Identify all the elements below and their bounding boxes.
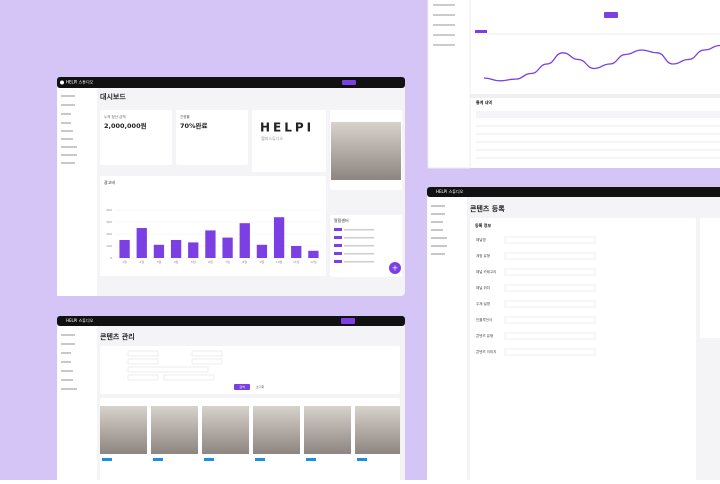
- fab-icon: +: [392, 264, 399, 273]
- reset-label[interactable]: 초기화: [256, 384, 265, 389]
- bar: [188, 242, 199, 258]
- bar: [205, 230, 216, 258]
- x-tick-label: 9월: [260, 259, 265, 264]
- x-tick-label: 4월: [174, 259, 179, 264]
- field-label: 콘텐츠 이미지: [476, 349, 496, 354]
- dashboard-window: HELPI 스튜디오 대시보드 누적 정산 금액 2,000,000원 진행률 …: [57, 77, 405, 296]
- field-label: 채널 카테고리: [476, 269, 496, 274]
- field-label: 채널명: [476, 237, 486, 242]
- x-tick-label: 11월: [293, 259, 300, 264]
- table-title: 통계 내역: [476, 99, 492, 105]
- bar: [153, 244, 165, 258]
- x-tick-label: 12월: [310, 259, 317, 264]
- page-title: 콘텐츠 등록: [470, 204, 505, 213]
- field-label: 인플루언서: [476, 317, 492, 322]
- field-label: 콘텐츠 유형: [476, 333, 493, 338]
- field-label: 채널 위치: [476, 285, 490, 290]
- field-input: [504, 300, 596, 308]
- y-tick-label: 300: [106, 220, 112, 224]
- y-tick-label: 200: [106, 232, 112, 236]
- card-label: 누적 정산 금액: [104, 114, 126, 119]
- page-title: 대시보드: [100, 92, 126, 101]
- field-input: [504, 252, 596, 260]
- brand: HELPI 스튜디오: [436, 188, 464, 194]
- bar: [256, 244, 268, 258]
- bar: [291, 246, 302, 258]
- y-tick-label: 400: [106, 208, 112, 212]
- manage-window: HELPI 스튜디오 콘텐츠 관리 검색 초기화: [57, 316, 405, 484]
- trend-line: [483, 44, 720, 82]
- brand: HELPI 스튜디오: [66, 317, 94, 323]
- field-input: [504, 236, 596, 244]
- card-label: 진행률: [180, 114, 190, 119]
- bar: [308, 250, 319, 258]
- bar: [119, 240, 130, 258]
- card-value: 70%완료: [180, 121, 208, 130]
- chart-title: 광고비: [104, 179, 115, 185]
- field-input: [504, 284, 596, 292]
- x-tick-label: 3월: [157, 259, 162, 264]
- logo-sub: 헬피스튜디오: [261, 135, 283, 141]
- x-tick-label: 5월: [191, 259, 196, 264]
- brand: HELPI 스튜디오: [66, 79, 94, 85]
- x-tick-label: 2월: [139, 259, 144, 264]
- field-input: [504, 316, 596, 324]
- fab[interactable]: [389, 262, 401, 274]
- search-button[interactable]: [234, 384, 250, 390]
- field-label: 주제 설명: [476, 301, 490, 306]
- bar: [239, 223, 250, 258]
- bar: [170, 240, 182, 258]
- field-input: [504, 268, 596, 276]
- y-tick-label: 0: [110, 256, 112, 260]
- bar: [273, 217, 285, 258]
- field-label: 계정 유형: [476, 253, 490, 258]
- x-tick-label: 8월: [242, 259, 247, 264]
- bar: [136, 228, 147, 258]
- page-title: 콘텐츠 관리: [100, 332, 135, 341]
- x-tick-label: 1월: [122, 259, 127, 264]
- search-label: 검색: [239, 384, 245, 389]
- bar: [222, 237, 233, 258]
- logo: HELPI: [260, 121, 314, 135]
- card-value: 2,000,000원: [104, 121, 147, 130]
- search-button[interactable]: [604, 12, 618, 18]
- y-tick-label: 100: [106, 244, 112, 248]
- section-title: 등록 정보: [475, 222, 491, 228]
- x-tick-label: 10월: [276, 259, 283, 264]
- field-input: [504, 332, 596, 340]
- x-tick-label: 7월: [225, 259, 230, 264]
- field-input: [504, 348, 596, 356]
- x-tick-label: 6월: [208, 259, 213, 264]
- notice-title: 알림센터: [334, 217, 349, 223]
- analytics-window: 통계 내역: [427, 0, 720, 169]
